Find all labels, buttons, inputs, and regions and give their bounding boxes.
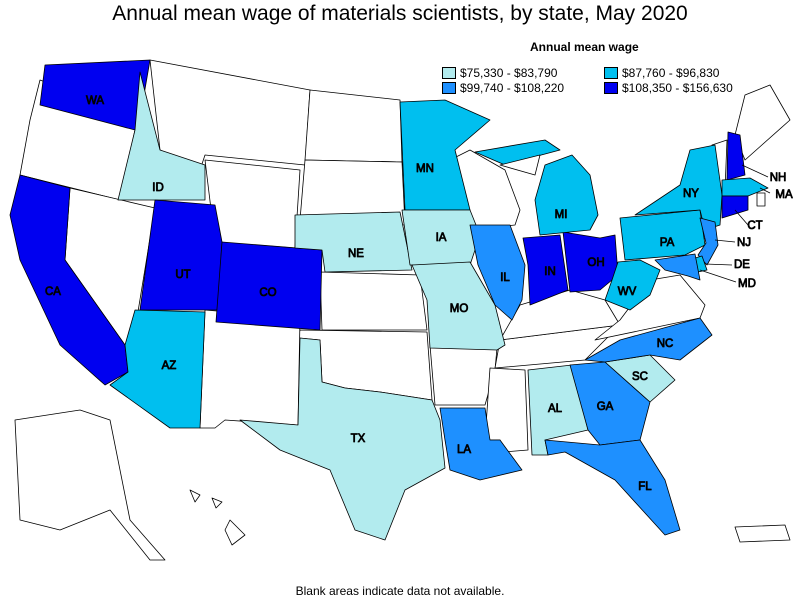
legend-label: $87,760 - $96,830: [622, 66, 720, 80]
data-states: [9, 59, 769, 541]
state-MO: [411, 261, 506, 351]
state-labels: WA CA UT CO IN OH NH CT IL LA GA FL NC N…: [45, 95, 794, 494]
state-MS: [484, 367, 529, 453]
state-TX: [239, 337, 446, 541]
state-LA: [439, 407, 523, 481]
legend-item-tier-4: $108,350 - $156,630: [604, 81, 733, 95]
legend-item-tier-2: $87,760 - $96,830: [604, 66, 719, 80]
state-label-CT: CT: [747, 220, 762, 232]
legend-swatch: [604, 67, 618, 79]
state-NC: [584, 317, 713, 363]
state-CO: [215, 241, 323, 331]
state-label-MN: MN: [416, 163, 434, 175]
state-CA: [9, 174, 129, 386]
state-ND: [304, 89, 403, 163]
state-label-AL: AL: [548, 403, 563, 415]
legend-label: $99,740 - $108,220: [460, 81, 565, 95]
legend-label: $75,330 - $83,790: [460, 66, 558, 80]
state-label-CA: CA: [45, 286, 61, 298]
state-label-IN: IN: [544, 266, 556, 278]
state-PA: [619, 209, 706, 261]
leader-line-MD: [699, 269, 737, 283]
state-label-MA: MA: [775, 189, 793, 201]
state-MA: [721, 177, 769, 197]
state-NE: [294, 211, 413, 273]
state-HI: [189, 489, 246, 546]
state-MD: [654, 253, 701, 281]
state-label-IA: IA: [436, 232, 447, 244]
state-label-UT: UT: [175, 269, 190, 281]
legend-item-tier-1: $75,330 - $83,790: [442, 66, 557, 80]
state-label-NH: NH: [770, 172, 787, 184]
state-label-MO: MO: [450, 303, 469, 315]
state-NJ: [697, 217, 719, 266]
legend-item-tier-3: $99,740 - $108,220: [442, 81, 564, 95]
leader-lines: [699, 164, 771, 283]
great-lakes: [499, 154, 541, 176]
legend-title: Annual mean wage: [530, 40, 639, 54]
leader-line-CT: [734, 209, 749, 226]
footnote: Blank areas indicate data not available.: [295, 584, 505, 598]
state-MT: [149, 59, 311, 171]
state-WV: [604, 259, 661, 311]
state-label-DE: DE: [734, 259, 750, 271]
state-label-GA: GA: [597, 401, 614, 413]
state-ME: [734, 84, 791, 161]
state-label-OH: OH: [587, 257, 604, 269]
state-AK: [14, 409, 166, 561]
leader-line-NJ: [714, 239, 736, 243]
state-NH: [726, 131, 746, 181]
state-label-MD: MD: [738, 278, 756, 290]
state-label-NC: NC: [657, 338, 674, 350]
map-title: Annual mean wage of materials scientists…: [112, 2, 688, 25]
state-RI: [756, 192, 766, 207]
leader-line-MA: [759, 187, 771, 194]
state-label-NE: NE: [348, 248, 364, 260]
territory-PR: [734, 524, 791, 543]
state-label-ID: ID: [152, 182, 164, 194]
state-label-TX: TX: [351, 433, 366, 445]
state-label-CO: CO: [259, 287, 276, 299]
legend-swatch: [442, 67, 456, 79]
state-label-PA: PA: [660, 237, 675, 249]
leader-line-DE: [704, 263, 733, 266]
state-label-MI: MI: [555, 209, 568, 221]
state-label-AZ: AZ: [162, 360, 177, 372]
state-AR: [429, 344, 498, 406]
state-CT: [721, 195, 749, 219]
state-label-SC: SC: [632, 371, 648, 383]
state-IN: [522, 234, 569, 306]
state-label-FL: FL: [638, 481, 652, 493]
legend-swatch: [604, 82, 618, 94]
legend-label: $108,350 - $156,630: [622, 81, 733, 95]
leader-line-NH: [741, 164, 769, 178]
state-AZ: [109, 309, 206, 429]
state-label-NJ: NJ: [737, 237, 751, 249]
state-FL: [544, 439, 681, 536]
legend-swatch: [442, 82, 456, 94]
state-IL: [469, 224, 526, 321]
state-label-WV: WV: [618, 286, 637, 298]
state-label-NY: NY: [683, 188, 699, 200]
lake: [499, 154, 541, 176]
state-label-IL: IL: [500, 272, 510, 284]
state-KS: [319, 271, 428, 331]
state-label-LA: LA: [457, 444, 471, 456]
state-ID: [117, 71, 206, 201]
state-label-WA: WA: [86, 95, 104, 107]
